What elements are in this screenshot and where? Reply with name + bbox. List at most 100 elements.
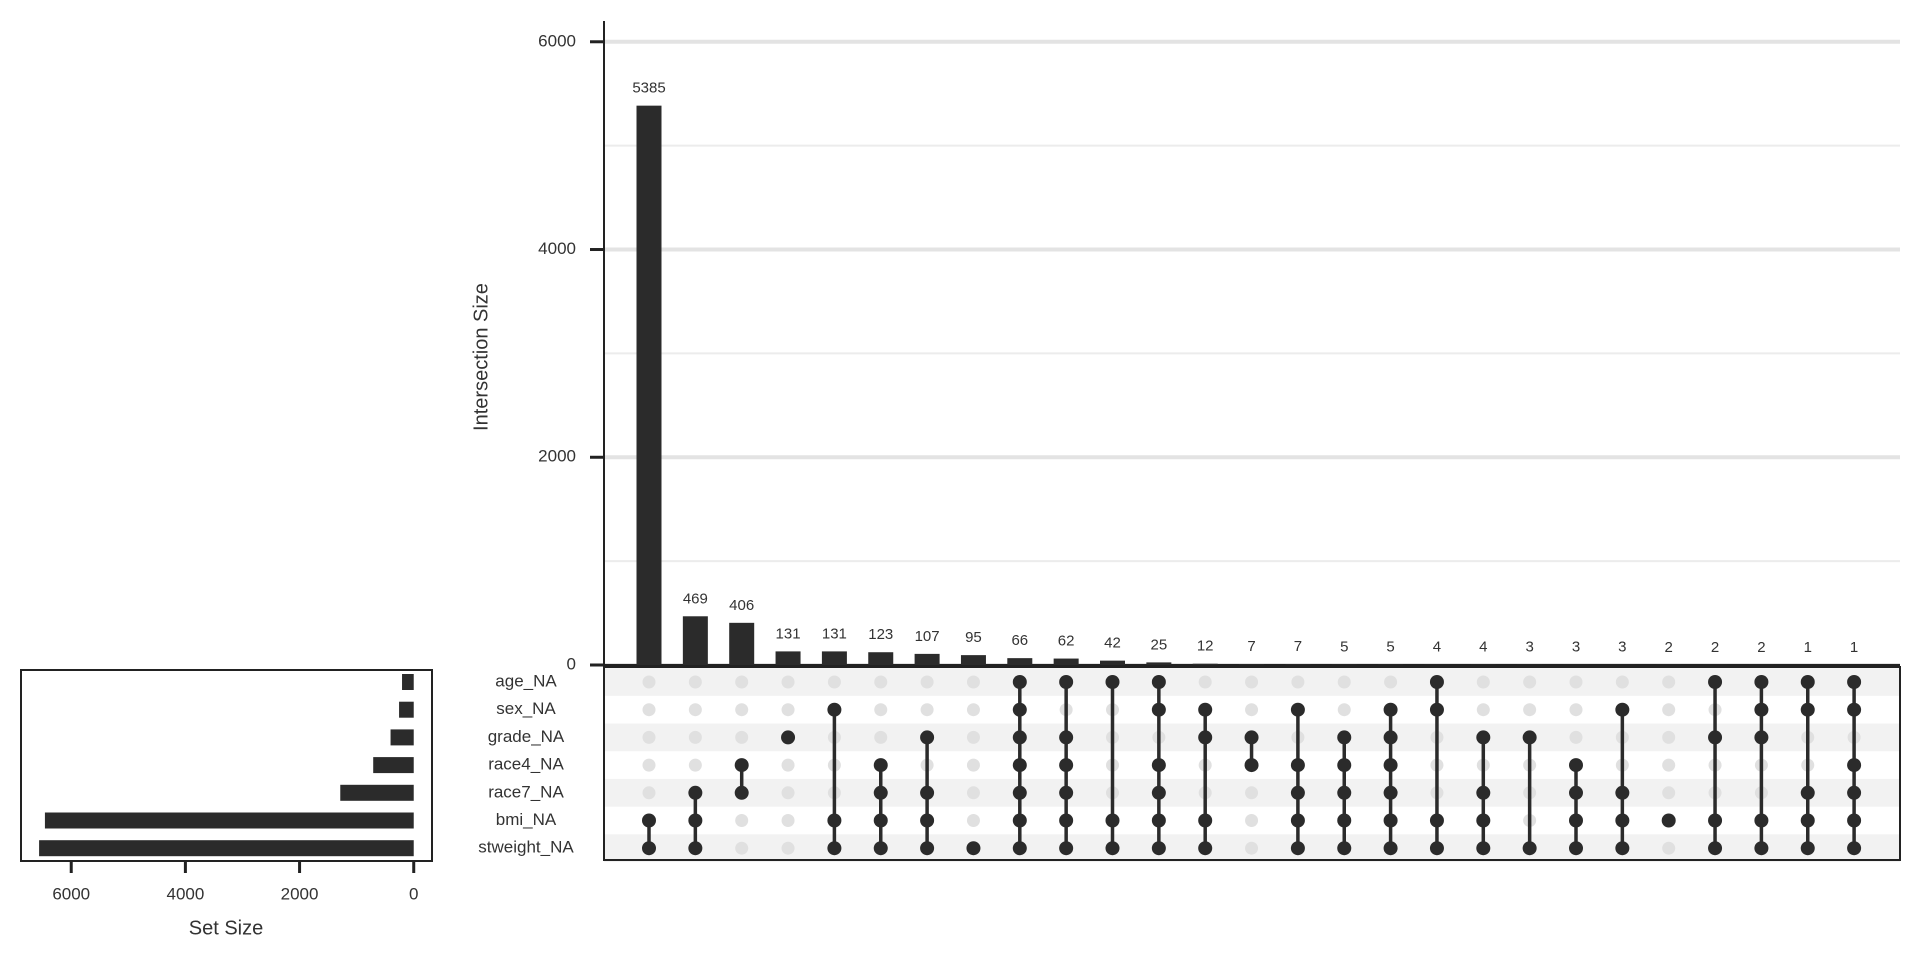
intersection-bar <box>636 105 662 665</box>
matrix-dot <box>1244 730 1259 745</box>
matrix-dot <box>1429 675 1444 689</box>
bar-value-label: 131 <box>776 625 801 642</box>
matrix-dot-empty <box>1245 841 1259 855</box>
set-name-label: grade_NA <box>488 727 565 746</box>
set-x-tick-label: 6000 <box>52 884 90 903</box>
matrix-dot-empty <box>966 814 980 827</box>
matrix-dot <box>1337 758 1352 773</box>
bar-value-label: 1 <box>1804 639 1812 656</box>
matrix-dot <box>1754 730 1769 745</box>
matrix-dot-empty <box>1245 814 1259 827</box>
matrix-dot <box>734 785 749 800</box>
intersection-bar <box>682 616 708 665</box>
set-size-bar <box>39 840 414 857</box>
matrix-dot-empty <box>1476 703 1490 717</box>
matrix-dot <box>1198 702 1213 717</box>
matrix-dot <box>873 841 888 856</box>
bar-value-label: 3 <box>1572 639 1580 656</box>
intersection-bar <box>960 655 986 665</box>
matrix-dot <box>1012 702 1027 717</box>
matrix-dot-empty <box>781 675 795 689</box>
matrix-dot <box>1615 841 1630 856</box>
matrix-dot <box>1337 813 1352 828</box>
matrix-dot <box>1661 813 1676 828</box>
matrix-dot <box>1151 758 1166 773</box>
y-axis-label: Intersection Size <box>470 283 492 431</box>
matrix-dot-empty <box>1337 703 1351 717</box>
matrix-dot-empty <box>642 730 656 744</box>
bar-value-label: 131 <box>822 625 847 642</box>
matrix-dot <box>1059 730 1074 745</box>
matrix-dot-empty <box>1245 786 1259 800</box>
matrix-dot <box>1800 841 1815 856</box>
matrix-dot-empty <box>1662 758 1676 772</box>
matrix-dot <box>1383 813 1398 828</box>
bar-value-label: 12 <box>1197 638 1214 655</box>
matrix-dot-empty <box>688 703 702 717</box>
matrix-dot <box>1383 785 1398 800</box>
matrix-dot <box>873 758 888 773</box>
matrix-dot <box>1708 730 1723 745</box>
intersection-bar <box>729 622 755 665</box>
matrix-dot-empty <box>1615 675 1629 689</box>
matrix-dot <box>1337 785 1352 800</box>
intersection-bar <box>1378 664 1404 665</box>
matrix-dot-empty <box>920 675 934 689</box>
bar-value-label: 4 <box>1433 639 1441 656</box>
bar-value-label: 469 <box>683 590 708 607</box>
set-name-label: bmi_NA <box>496 810 557 829</box>
matrix-dot <box>1800 785 1815 800</box>
matrix-dot <box>1012 675 1027 689</box>
matrix-dot <box>734 758 749 773</box>
matrix-dot-empty <box>966 675 980 689</box>
matrix-dot-empty <box>1245 703 1259 717</box>
matrix-dot <box>1847 813 1862 828</box>
set-name-label: sex_NA <box>496 699 556 718</box>
matrix-dot <box>1476 785 1491 800</box>
matrix-dot <box>1198 841 1213 856</box>
matrix-dot <box>1151 675 1166 689</box>
matrix-dot-empty <box>920 703 934 717</box>
bar-value-label: 95 <box>965 629 982 646</box>
matrix-dot <box>920 813 935 828</box>
matrix-dot <box>1847 785 1862 800</box>
matrix-dot-empty <box>1662 675 1676 689</box>
matrix-dot <box>1476 730 1491 745</box>
set-size-bar <box>402 674 414 690</box>
matrix-dot <box>642 813 656 828</box>
bar-value-label: 5 <box>1340 638 1348 655</box>
matrix-dot-empty <box>781 841 795 855</box>
matrix-dot <box>1244 758 1259 773</box>
intersection-bar <box>1239 664 1265 665</box>
intersection-bar <box>914 653 940 665</box>
matrix-dot <box>1847 675 1862 689</box>
intersection-bar <box>1100 660 1125 665</box>
bar-value-label: 3 <box>1525 639 1533 656</box>
bar-value-label: 406 <box>729 597 754 614</box>
intersection-bar <box>775 651 801 665</box>
y-tick-label: 2000 <box>538 447 576 466</box>
matrix-dot <box>966 841 981 856</box>
matrix-dot <box>1429 841 1444 856</box>
matrix-dot-empty <box>642 786 656 800</box>
matrix-dot-empty <box>688 758 702 772</box>
matrix-dot <box>1754 813 1769 828</box>
matrix-dot <box>1708 841 1723 856</box>
intersection-bar <box>821 651 847 665</box>
bar-value-label: 66 <box>1011 632 1028 649</box>
matrix-dot <box>1569 785 1583 800</box>
matrix-dot <box>920 841 935 856</box>
matrix-dot <box>688 813 703 828</box>
set-name-label: age_NA <box>495 671 557 690</box>
bar-value-label: 2 <box>1665 639 1673 656</box>
set-name-label: stweight_NA <box>478 838 574 857</box>
matrix-dot-empty <box>966 786 980 800</box>
matrix-dot-empty <box>1569 730 1583 744</box>
bar-value-label: 123 <box>868 626 893 643</box>
matrix-dot <box>1059 813 1074 828</box>
matrix-dot <box>1012 785 1027 800</box>
matrix-dot <box>1105 841 1120 856</box>
bar-value-label: 107 <box>915 628 940 645</box>
matrix-dot <box>1754 675 1769 689</box>
